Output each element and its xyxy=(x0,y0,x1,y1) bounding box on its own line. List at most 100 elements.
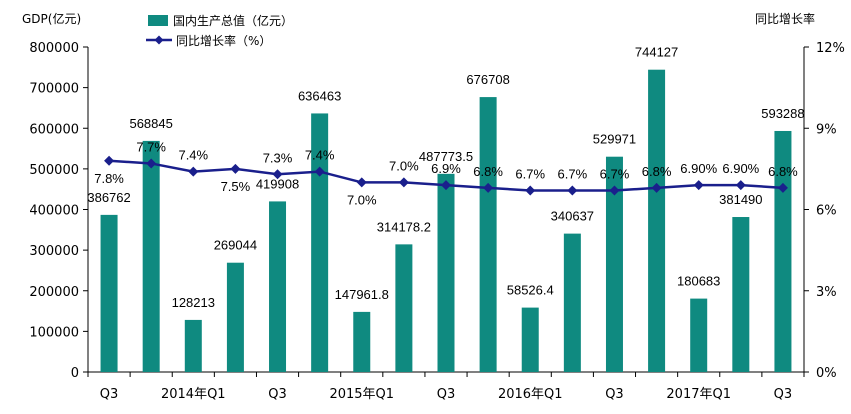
bars xyxy=(100,69,792,373)
data-labels: 386762 568845 128213 269044 419908 636463 1479… xyxy=(87,45,804,310)
left-tick-label: 800000 xyxy=(29,41,79,56)
gdp-bar xyxy=(100,214,118,372)
right-axis-title: 同比增长率 xyxy=(755,11,815,26)
gdp-bar xyxy=(184,319,202,372)
left-tick-label: 500000 xyxy=(29,163,79,178)
growth-rate-point xyxy=(609,185,620,196)
gdp-value-label: 269044 xyxy=(214,238,257,253)
gdp-value-label: 636463 xyxy=(298,88,341,103)
growth-rate-point xyxy=(398,177,409,188)
right-tick-label: 6% xyxy=(816,204,837,219)
growth-rate-point xyxy=(693,180,704,191)
left-tick-label: 400000 xyxy=(29,204,79,219)
right-tick-label: 9% xyxy=(816,122,837,137)
growth-rate-label: 6.7% xyxy=(600,167,630,182)
gdp-bar xyxy=(605,156,623,372)
right-tick-label: 0% xyxy=(816,366,837,381)
gdp-value-label: 386762 xyxy=(87,190,130,205)
growth-rate-label: 7.0% xyxy=(347,192,377,207)
gdp-bar xyxy=(521,307,539,372)
growth-rate-point xyxy=(567,185,578,196)
gdp-value-label: 487773.5 xyxy=(419,149,473,164)
gdp-bar xyxy=(437,173,455,372)
gdp-value-label: 128213 xyxy=(172,295,215,310)
gdp-value-label: 568845 xyxy=(129,116,172,131)
gdp-value-label: 419908 xyxy=(256,176,299,191)
growth-rate-point xyxy=(483,182,494,193)
gdp-bar xyxy=(479,97,497,372)
gdp-value-label: 744127 xyxy=(635,45,678,60)
gdp-value-label: 529971 xyxy=(593,132,636,147)
growth-rate-label: 7.8% xyxy=(94,171,124,186)
growth-rate-label: 6.7% xyxy=(515,167,545,182)
growth-rate-label: 6.8% xyxy=(473,164,503,179)
gdp-bar xyxy=(690,298,708,372)
growth-rate-label: 6.9% xyxy=(431,161,461,176)
axes: 0 100000 200000 300000 400000 500000 600000 700… xyxy=(29,41,845,402)
left-tick-label: 700000 xyxy=(29,82,79,97)
gdp-value-label: 180683 xyxy=(677,274,720,289)
left-tick-label: 600000 xyxy=(29,122,79,137)
x-tick-label: Q3 xyxy=(774,387,793,402)
growth-rate-point xyxy=(230,163,241,174)
growth-rate-point xyxy=(441,180,451,191)
growth-rate-label: 6.7% xyxy=(558,167,588,182)
growth-rate-label: 7.5% xyxy=(221,179,251,194)
legend-line-marker xyxy=(154,35,164,45)
left-tick-label: 200000 xyxy=(29,285,79,300)
legend-bar-label: 国内生产总值（亿元） xyxy=(173,13,293,28)
growth-rate-label: 7.4% xyxy=(178,148,208,163)
x-tick-label: Q3 xyxy=(605,387,624,402)
growth-rate-point xyxy=(651,182,662,193)
growth-rate-point xyxy=(188,166,199,177)
growth-rate-point xyxy=(525,185,536,196)
left-axis-title: GDP(亿元) xyxy=(22,11,81,26)
growth-rate-label: 6.90% xyxy=(680,161,717,176)
gdp-value-label: 676708 xyxy=(466,72,509,87)
gdp-bar xyxy=(142,140,160,372)
gdp-bar xyxy=(311,113,329,373)
growth-rate-label: 6.90% xyxy=(722,161,759,176)
gdp-bar xyxy=(226,262,244,372)
x-tick-label: 2014年Q1 xyxy=(161,387,226,402)
x-tick-label: Q3 xyxy=(268,387,287,402)
growth-rate-point xyxy=(777,182,788,193)
right-tick-label: 3% xyxy=(816,285,837,300)
growth-rate-point xyxy=(314,166,325,177)
left-tick-label: 300000 xyxy=(29,244,79,259)
x-tick-label: Q3 xyxy=(437,387,456,402)
gdp-bar xyxy=(353,311,371,372)
gdp-bar xyxy=(732,217,750,372)
growth-rate-label: 7.7% xyxy=(136,139,166,154)
legend-line-label: 同比增长率（%） xyxy=(176,33,271,48)
x-tick-label: 2015年Q1 xyxy=(329,387,394,402)
gdp-bar xyxy=(774,130,792,372)
growth-line xyxy=(104,155,788,196)
gdp-bar xyxy=(395,244,413,372)
legend-bar-swatch xyxy=(148,15,168,26)
legend: 国内生产总值（亿元） 同比增长率（%） xyxy=(146,13,293,48)
growth-rate-label: 6.8% xyxy=(642,164,672,179)
gdp-value-label: 58526.4 xyxy=(507,283,554,298)
growth-rate-label: 6.8% xyxy=(768,164,798,179)
gdp-value-label: 381490 xyxy=(719,192,762,207)
growth-rate-point xyxy=(356,177,367,188)
x-tick-label: Q3 xyxy=(100,387,119,402)
growth-rate-point xyxy=(146,158,157,169)
left-tick-label: 0 xyxy=(71,366,79,381)
gdp-bar xyxy=(269,201,287,372)
gdp-value-label: 147961.8 xyxy=(335,287,389,302)
x-tick-label: 2016年Q1 xyxy=(498,387,563,402)
growth-rate-label: 7.4% xyxy=(305,148,335,163)
growth-rate-label: 7.3% xyxy=(263,150,293,165)
x-tick-label: 2017年Q1 xyxy=(666,387,731,402)
gdp-bar xyxy=(648,69,666,373)
growth-rate-point xyxy=(272,169,283,180)
gdp-bar xyxy=(563,233,581,372)
gdp-value-label: 314178.2 xyxy=(377,219,431,234)
growth-rate-point xyxy=(735,180,746,191)
growth-rate-point xyxy=(104,155,115,166)
gdp-value-label: 340637 xyxy=(551,209,594,224)
left-tick-label: 100000 xyxy=(29,325,79,340)
